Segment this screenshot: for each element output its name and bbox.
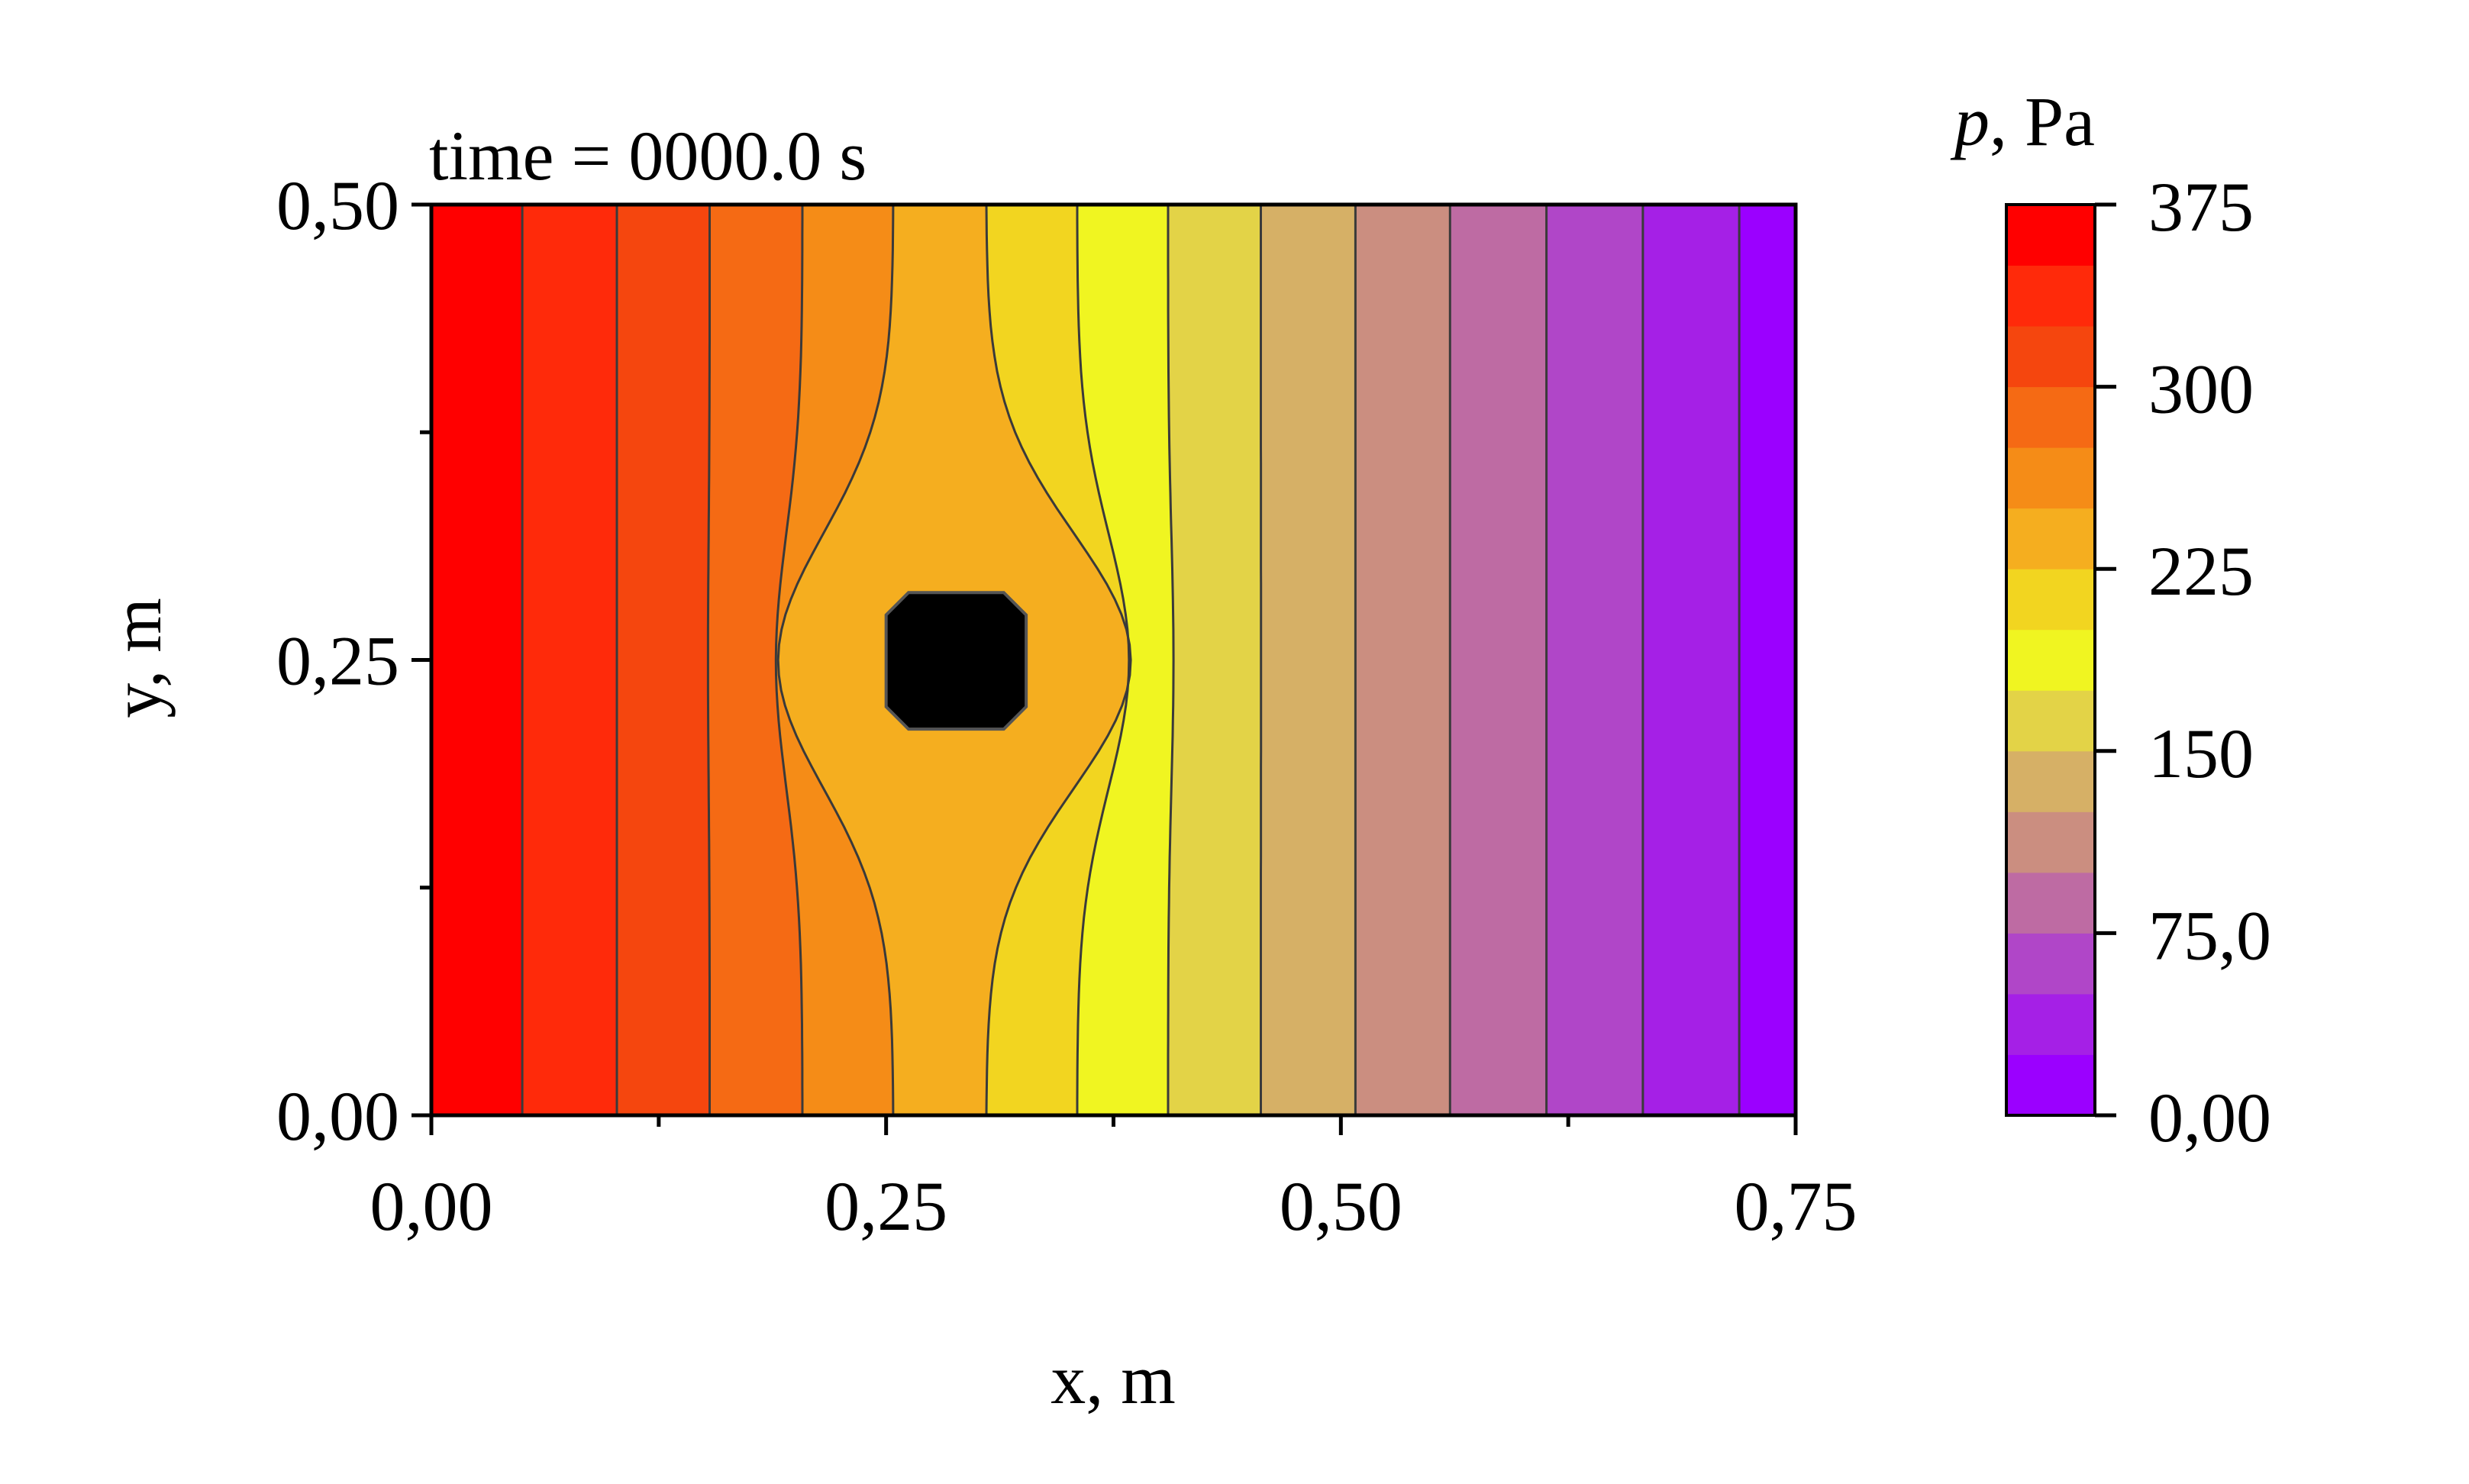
contour-band bbox=[1547, 205, 1643, 1115]
contour-band bbox=[522, 205, 617, 1115]
colorbar-tick-label: 225 bbox=[2148, 532, 2254, 610]
x-tick-label: 0,25 bbox=[825, 1167, 947, 1245]
colorbar-segment bbox=[2006, 690, 2095, 751]
x-tick-label: 0,75 bbox=[1735, 1167, 1857, 1245]
colorbar-tick-label: 75,0 bbox=[2148, 896, 2271, 974]
y-axis: 0,00 0,25 0,50 bbox=[276, 166, 431, 1155]
contour-band bbox=[1355, 205, 1450, 1115]
obstacle-layer bbox=[886, 592, 1026, 729]
x-tick-label: 0,50 bbox=[1280, 1167, 1402, 1245]
colorbar-segment bbox=[2006, 1054, 2095, 1115]
y-axis-title: y, m bbox=[98, 598, 176, 718]
time-annotation: time = 0000.0 s bbox=[429, 117, 867, 195]
colorbar-unit: , Pa bbox=[1990, 82, 2095, 160]
contour-band bbox=[1168, 205, 1261, 1115]
y-tick-label: 0,50 bbox=[276, 166, 399, 244]
colorbar-segment bbox=[2006, 751, 2095, 812]
colorbar-segment bbox=[2006, 994, 2095, 1055]
contour-band bbox=[617, 205, 710, 1115]
colorbar-tick-label: 300 bbox=[2148, 350, 2254, 428]
x-tick-label: 0,00 bbox=[370, 1167, 493, 1245]
colorbar-segment bbox=[2006, 508, 2095, 569]
colorbar-segment bbox=[2006, 873, 2095, 934]
colorbar-segment bbox=[2006, 205, 2095, 266]
colorbar-segment bbox=[2006, 630, 2095, 691]
y-tick-label: 0,00 bbox=[276, 1077, 399, 1155]
contour-band bbox=[1643, 205, 1739, 1115]
colorbar-segment bbox=[2006, 387, 2095, 448]
contour-bands bbox=[428, 205, 1799, 1115]
colorbar-segment bbox=[2006, 266, 2095, 327]
x-axis-title: x, m bbox=[1051, 1340, 1176, 1418]
colorbar-segment bbox=[2006, 447, 2095, 508]
colorbar-title: p, Pa bbox=[1950, 82, 2095, 160]
obstacle bbox=[886, 592, 1026, 729]
contour-band bbox=[1261, 205, 1356, 1115]
colorbar-segment bbox=[2006, 933, 2095, 994]
colorbar-symbol: p bbox=[1950, 82, 1990, 160]
y-tick-label: 0,25 bbox=[276, 622, 399, 700]
colorbar-segment bbox=[2006, 811, 2095, 873]
colorbar-segment bbox=[2006, 569, 2095, 630]
colorbar-segment bbox=[2006, 326, 2095, 387]
colorbar: 0,00 75,0 150 225 300 375 bbox=[2006, 168, 2271, 1157]
colorbar-tick-label: 150 bbox=[2148, 715, 2254, 792]
x-axis: 0,00 0,25 0,50 0,75 bbox=[370, 1115, 1857, 1245]
contour-band bbox=[1739, 205, 1799, 1115]
colorbar-tick-label: 375 bbox=[2148, 168, 2254, 246]
contour-band bbox=[428, 205, 522, 1115]
colorbar-tick-label: 0,00 bbox=[2148, 1079, 2271, 1157]
contour-band bbox=[1450, 205, 1546, 1115]
